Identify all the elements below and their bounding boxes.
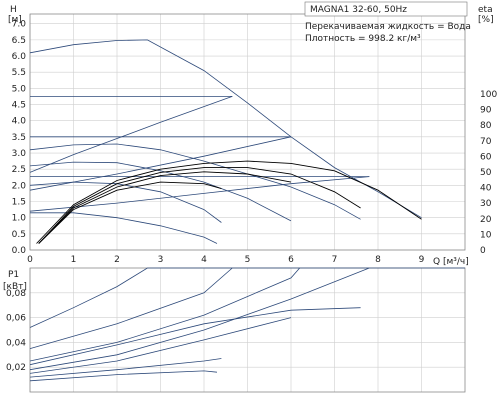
y-tick-label: 6.5 [12, 36, 26, 46]
x-tick-label: 3 [158, 255, 164, 265]
x-tick-label: 7 [332, 255, 338, 265]
eta-tick-label: 0 [480, 246, 486, 256]
power-tick-label: 0,02 [6, 363, 26, 373]
power-chart-grid [29, 268, 465, 392]
density-label: Плотность = 998.2 кг/м³ [305, 34, 421, 44]
x-tick-label: 2 [114, 255, 120, 265]
y-tick-label: 0.5 [12, 230, 26, 240]
x-tick-label: 6 [288, 255, 294, 265]
head-curve [29, 181, 222, 223]
power-curve [29, 267, 370, 371]
x-tick-label: 4 [201, 255, 207, 265]
eta-curve [38, 181, 222, 244]
y-tick-label: 3.5 [12, 133, 26, 143]
y-tick-label: 5.5 [12, 68, 26, 78]
head-curve [29, 161, 292, 222]
y-tick-label: 1.0 [12, 214, 27, 224]
head-curve [29, 143, 361, 220]
eta-tick-label: 50 [480, 168, 492, 178]
power-curve [29, 370, 218, 382]
y-tick-label: 5.0 [12, 84, 27, 94]
power-curve [29, 267, 301, 362]
eta-tick-label: 80 [480, 121, 492, 131]
y-tick-label: 0.0 [12, 246, 27, 256]
flow-axis-label: Q [м³/ч] [433, 257, 469, 267]
power-tick-label: 0,08 [6, 289, 26, 299]
x-tick-label: 8 [375, 255, 381, 265]
power-curve [29, 267, 233, 349]
head-axis-unit: [м] [8, 15, 22, 25]
head-curve [29, 176, 370, 212]
eta-curve [38, 167, 361, 244]
power-tick-label: 0,04 [6, 338, 26, 348]
head-curve [29, 96, 233, 173]
eta-curve [36, 160, 422, 244]
power-tick-label: 0,06 [6, 314, 26, 324]
head-chart-frame [29, 13, 466, 251]
y-tick-label: 1.5 [12, 198, 26, 208]
y-tick-label: 4.5 [12, 101, 26, 111]
fluid-label: Перекачиваемая жидкость = Вода [305, 22, 471, 32]
model-box [304, 1, 468, 17]
power-axis-title: P1 [8, 270, 19, 280]
power-curve [29, 317, 292, 374]
eta-tick-label: 30 [480, 199, 492, 209]
head-chart-grid [29, 14, 465, 251]
y-tick-label: 2.5 [12, 165, 26, 175]
eta-tick-label: 90 [480, 106, 492, 116]
head-curves [29, 39, 422, 244]
y-tick-label: 4.0 [12, 117, 27, 127]
y-tick-label: 2.0 [12, 181, 27, 191]
power-curve [29, 267, 465, 328]
eta-tick-label: 40 [480, 184, 492, 194]
eta-tick-label: 10 [480, 230, 492, 240]
power-axis-unit: [кВт] [3, 282, 27, 292]
x-tick-label: 9 [419, 255, 425, 265]
y-tick-label: 6.0 [12, 52, 27, 62]
model-label: MAGNA1 32-60, 50Hz [310, 5, 407, 15]
y-tick-label: 3.0 [12, 149, 27, 159]
power-curve [29, 358, 222, 378]
head-axis-labels: 0 1 2 3 4 5 6 7 8 9 0.0 0.5 1.0 1.5 2.0 2.5 3.0 3.5 4.0 4.5… [12, 20, 498, 265]
efficiency-axis-unit: [%] [478, 15, 494, 25]
efficiency-axis-title: eta [478, 5, 493, 15]
eta-curve [38, 171, 292, 244]
x-tick-label: 1 [71, 255, 77, 265]
eta-tick-label: 20 [480, 215, 492, 225]
power-curves [29, 267, 465, 382]
head-axis-title: H [10, 5, 17, 15]
eta-tick-label: 70 [480, 137, 492, 147]
head-curve [29, 39, 422, 219]
power-axis-labels: 0,02 0,04 0,06 0,08 [6, 289, 26, 373]
y-tick-label: 7.0 [12, 20, 27, 30]
x-tick-label: 0 [27, 255, 33, 265]
eta-tick-label: 100 [480, 90, 497, 100]
power-curve [29, 307, 361, 366]
eta-tick-label: 60 [480, 152, 492, 162]
x-tick-label: 5 [245, 255, 251, 265]
